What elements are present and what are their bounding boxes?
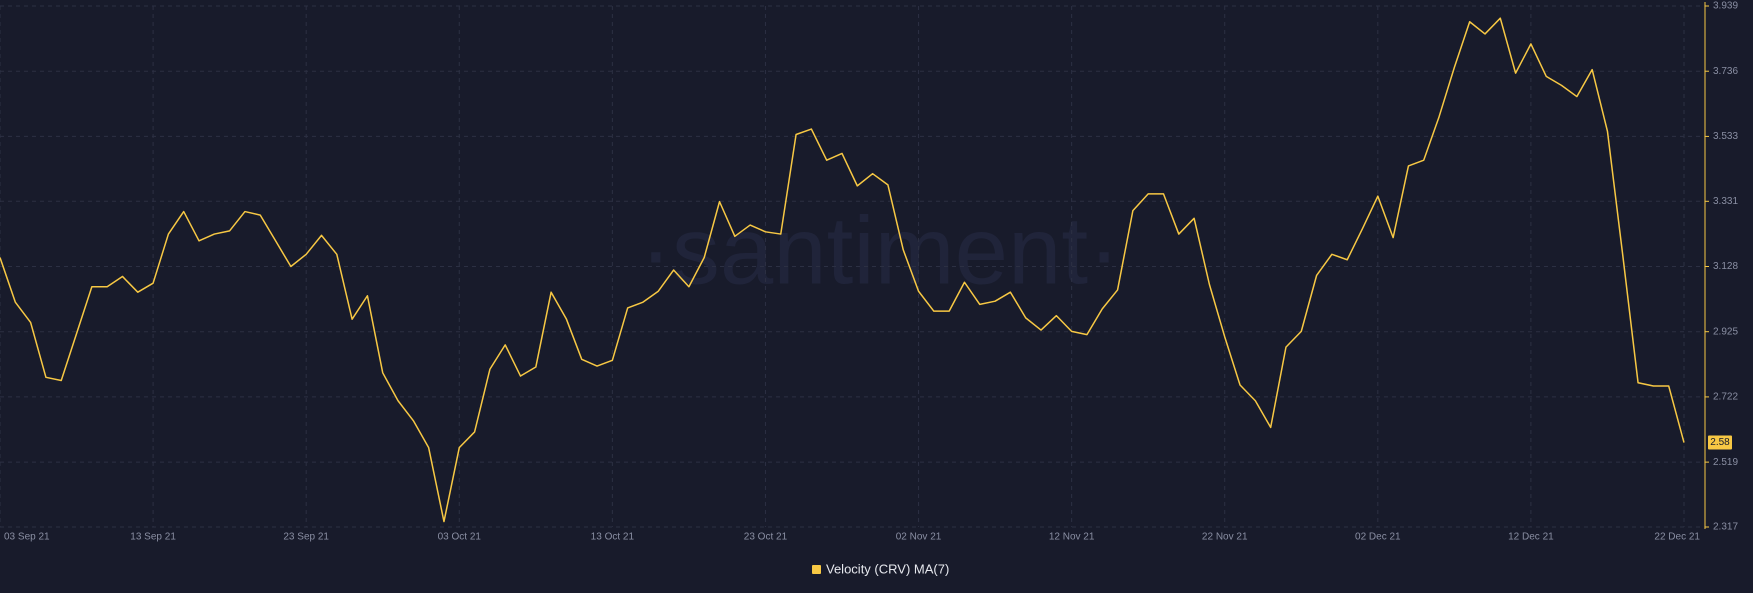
x-tick-label: 03 Oct 21 bbox=[438, 532, 482, 543]
y-tick-label: 3.939 bbox=[1713, 1, 1738, 12]
x-tick-label: 02 Nov 21 bbox=[896, 532, 942, 543]
y-tick-label: 3.533 bbox=[1713, 131, 1738, 142]
y-tick-label: 3.331 bbox=[1713, 196, 1738, 207]
x-tick-label: 02 Dec 21 bbox=[1355, 532, 1401, 543]
y-tick-label: 2.317 bbox=[1713, 522, 1738, 533]
x-tick-label: 22 Dec 21 bbox=[1654, 532, 1700, 543]
y-tick-label: 2.925 bbox=[1713, 326, 1738, 337]
y-tick-label: 2.722 bbox=[1713, 392, 1738, 403]
x-tick-label: 12 Dec 21 bbox=[1508, 532, 1554, 543]
y-tick-label: 2.519 bbox=[1713, 457, 1738, 468]
y-tick-label: 3.736 bbox=[1713, 66, 1738, 77]
legend-swatch bbox=[812, 565, 821, 574]
legend-label: Velocity (CRV) MA(7) bbox=[826, 561, 949, 576]
last-value-label: 2.58 bbox=[1710, 437, 1730, 448]
series-line bbox=[0, 17, 1685, 523]
watermark: ·santiment· bbox=[640, 197, 1120, 304]
x-tick-label: 13 Sep 21 bbox=[130, 532, 176, 543]
x-tick-label: 23 Sep 21 bbox=[283, 532, 329, 543]
y-tick-label: 3.128 bbox=[1713, 261, 1738, 272]
x-tick-label: 13 Oct 21 bbox=[591, 532, 635, 543]
last-value-box bbox=[1708, 435, 1732, 450]
x-tick-label: 23 Oct 21 bbox=[744, 532, 788, 543]
x-tick-label: 12 Nov 21 bbox=[1049, 532, 1095, 543]
x-tick-label: 03 Sep 21 bbox=[4, 532, 50, 543]
x-tick-label: 22 Nov 21 bbox=[1202, 532, 1248, 543]
